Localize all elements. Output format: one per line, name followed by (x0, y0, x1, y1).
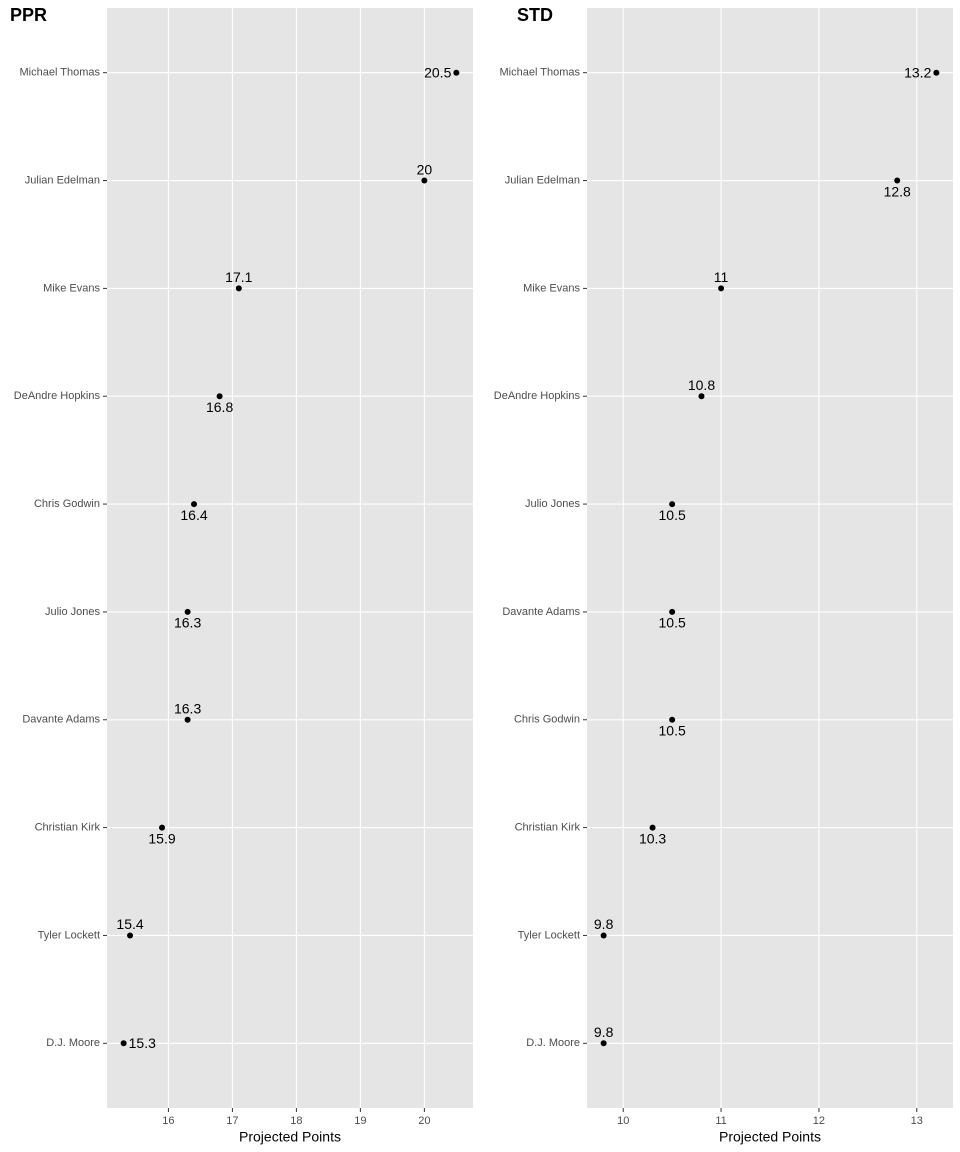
dot (669, 501, 676, 508)
data-label: 9.8 (594, 916, 614, 932)
data-label: 11 (714, 269, 729, 285)
data-label: 16.3 (174, 615, 201, 631)
y-tick-label: Michael Thomas (500, 67, 581, 79)
x-tick-label: 19 (354, 1115, 366, 1127)
dot (191, 501, 198, 508)
data-label: 9.8 (594, 1024, 614, 1040)
dot (421, 177, 428, 184)
y-tick-label: Julio Jones (525, 498, 581, 510)
y-tick-label: Mike Evans (523, 282, 580, 294)
y-tick-label: Tyler Lockett (518, 929, 580, 941)
panel-title: STD (517, 5, 553, 25)
y-tick-label: Christian Kirk (515, 822, 581, 834)
y-tick-label: Mike Evans (43, 282, 100, 294)
y-tick-label: Christian Kirk (35, 822, 101, 834)
x-tick-label: 20 (418, 1115, 430, 1127)
dot (127, 932, 134, 939)
dot (600, 932, 607, 939)
plot-background (587, 8, 953, 1108)
dot (894, 177, 901, 184)
y-tick-label: D.J. Moore (46, 1037, 100, 1049)
x-axis-label: Projected Points (239, 1129, 341, 1145)
dot (649, 824, 656, 831)
data-label: 10.5 (659, 507, 686, 523)
x-tick-label: 10 (617, 1115, 629, 1127)
dot (184, 716, 191, 723)
y-tick-label: Davante Adams (22, 714, 100, 726)
dot (453, 69, 460, 76)
x-tick-label: 11 (715, 1115, 726, 1127)
data-label: 16.8 (206, 399, 233, 415)
data-label: 12.8 (884, 183, 911, 199)
x-tick-label: 13 (911, 1115, 923, 1127)
y-tick-label: Chris Godwin (514, 714, 580, 726)
y-tick-label: D.J. Moore (526, 1037, 580, 1049)
y-tick-label: Chris Godwin (34, 498, 100, 510)
data-label: 10.5 (659, 615, 686, 631)
y-tick-label: Tyler Lockett (38, 929, 100, 941)
x-axis-label: Projected Points (719, 1129, 821, 1145)
y-tick-label: Julian Edelman (25, 174, 100, 186)
data-label: 15.4 (116, 916, 143, 932)
x-tick-label: 18 (290, 1115, 302, 1127)
data-label: 15.9 (148, 830, 175, 846)
dot (184, 608, 191, 615)
x-tick-label: 17 (226, 1115, 238, 1127)
y-tick-label: Davante Adams (502, 606, 580, 618)
dot (120, 1040, 127, 1047)
data-label: 15.3 (129, 1035, 156, 1051)
y-tick-label: Michael Thomas (20, 67, 101, 79)
dot (159, 824, 166, 831)
data-label: 10.3 (639, 830, 666, 846)
y-tick-label: Julian Edelman (505, 174, 580, 186)
data-label: 13.2 (904, 64, 931, 80)
panel-title: PPR (10, 5, 47, 25)
x-tick-label: 16 (162, 1115, 174, 1127)
dot (718, 285, 725, 292)
data-label: 20.5 (424, 64, 451, 80)
dot (698, 393, 705, 400)
y-tick-label: DeAndre Hopkins (14, 390, 101, 402)
dot (600, 1040, 607, 1047)
dot (235, 285, 242, 292)
dot (216, 393, 223, 400)
dot (669, 608, 676, 615)
y-tick-label: DeAndre Hopkins (494, 390, 581, 402)
data-label: 20 (417, 161, 433, 177)
dot (933, 69, 940, 76)
data-label: 17.1 (225, 269, 252, 285)
dot (669, 716, 676, 723)
x-tick-label: 12 (813, 1115, 825, 1127)
data-label: 16.4 (180, 507, 207, 523)
data-label: 10.8 (688, 377, 715, 393)
data-label: 16.3 (174, 700, 201, 716)
y-tick-label: Julio Jones (45, 606, 101, 618)
data-label: 10.5 (659, 722, 686, 738)
